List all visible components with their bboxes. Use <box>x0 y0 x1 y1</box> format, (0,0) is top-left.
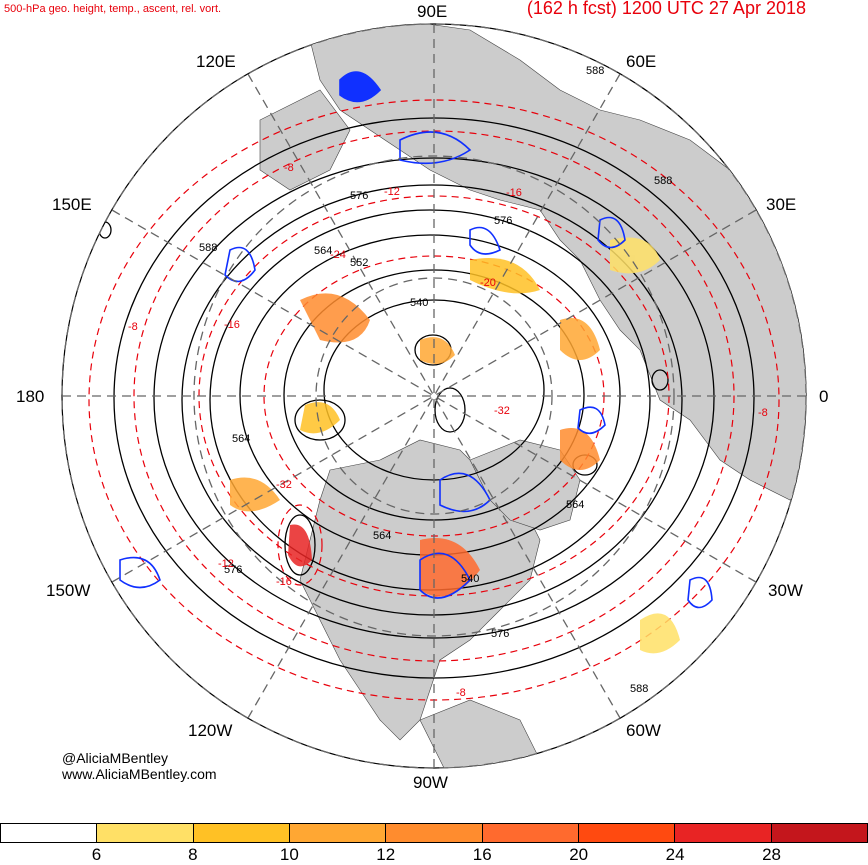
temp-label: -8 <box>128 321 138 333</box>
lon-label-120w: 120W <box>188 721 233 740</box>
lon-label-150w: 150W <box>46 581 91 600</box>
temp-label: -24 <box>330 249 346 261</box>
colorbar-swatch <box>0 823 97 843</box>
colorbar-tick-label: 10 <box>279 845 299 864</box>
temp-label: -16 <box>224 319 240 331</box>
height-label: 564 <box>373 530 391 542</box>
temp-label: -32 <box>276 479 292 491</box>
temp-label: -12 <box>218 558 234 570</box>
colorbar-swatch <box>385 823 482 843</box>
colorbar-swatch <box>770 823 868 843</box>
lon-label-30w: 30W <box>768 581 803 600</box>
colorbar-tick-label: 24 <box>665 845 685 864</box>
lon-label-60w: 60W <box>626 721 661 740</box>
temperature-labels: -8 -12 -16 -20 -24 -32 -32 -8 -16 -12 -1… <box>128 162 768 699</box>
temp-label: -8 <box>284 162 294 174</box>
height-label: 576 <box>224 564 242 576</box>
colorbar-swatch <box>96 823 193 843</box>
height-label: 588 <box>586 65 604 77</box>
height-contours <box>98 117 755 679</box>
lon-label-0: 0 <box>819 387 829 406</box>
height-label: 564 <box>314 245 332 257</box>
forecast-time: (162 h fcst) 1200 UTC 27 Apr 2018 <box>526 0 806 18</box>
colorbar-swatch <box>481 823 578 843</box>
polar-stereographic-map: 588 576 564 552 540 588 576 588 564 564 … <box>61 23 807 769</box>
temp-label: -16 <box>506 187 522 199</box>
height-label: 576 <box>491 628 509 640</box>
land-greenland <box>469 439 581 531</box>
colorbar-swatch <box>192 823 289 843</box>
height-label: 576 <box>494 215 512 227</box>
colorbar-tick-label: 8 <box>188 845 198 864</box>
lon-label-90w: 90W <box>413 773 448 792</box>
lon-label-150e: 150E <box>52 195 92 214</box>
colorbar-swatch <box>674 823 771 843</box>
height-label: 564 <box>232 433 250 445</box>
credit-website: www.AliciaMBentley.com <box>62 766 217 782</box>
height-label: 576 <box>350 190 368 202</box>
colorbar-tick-label: 28 <box>762 845 782 864</box>
ascent-shading <box>230 237 680 654</box>
temp-label: -8 <box>456 687 466 699</box>
colorbar-tick-label: 12 <box>376 845 396 864</box>
credit-handle: @AliciaMBentley <box>62 750 169 766</box>
temp-label: -12 <box>384 186 400 198</box>
colorbar-tick-label: 20 <box>569 845 589 864</box>
height-label: 588 <box>199 242 217 254</box>
height-label: 540 <box>461 573 479 585</box>
land-eurasia <box>309 24 806 501</box>
height-label: 588 <box>630 683 648 695</box>
colorbar-tick-label: 6 <box>91 845 102 864</box>
temp-label: -8 <box>758 407 768 419</box>
height-label: 540 <box>410 297 428 309</box>
height-labels: 588 576 564 552 540 588 576 588 564 564 … <box>199 65 672 695</box>
temp-label: -16 <box>276 576 292 588</box>
lon-label-30e: 30E <box>766 195 797 214</box>
temp-label: -20 <box>480 277 496 289</box>
lon-label-90e: 90E <box>417 2 448 21</box>
lon-label-120e: 120E <box>196 52 236 71</box>
colorbar-tick-label: 16 <box>472 845 492 864</box>
ascent-colorbar <box>0 823 868 843</box>
colorbar-swatch <box>577 823 675 843</box>
height-label: 552 <box>350 257 368 269</box>
temp-label: -32 <box>494 405 510 417</box>
lon-label-180: 180 <box>16 387 45 406</box>
land-asia-east <box>259 89 351 191</box>
product-title: 500-hPa geo. height, temp., ascent, rel.… <box>4 3 222 15</box>
lon-label-60e: 60E <box>626 52 657 71</box>
graticule <box>61 23 807 769</box>
height-label: 588 <box>654 175 672 187</box>
height-label: 564 <box>566 499 584 511</box>
colorbar-swatch <box>288 823 386 843</box>
